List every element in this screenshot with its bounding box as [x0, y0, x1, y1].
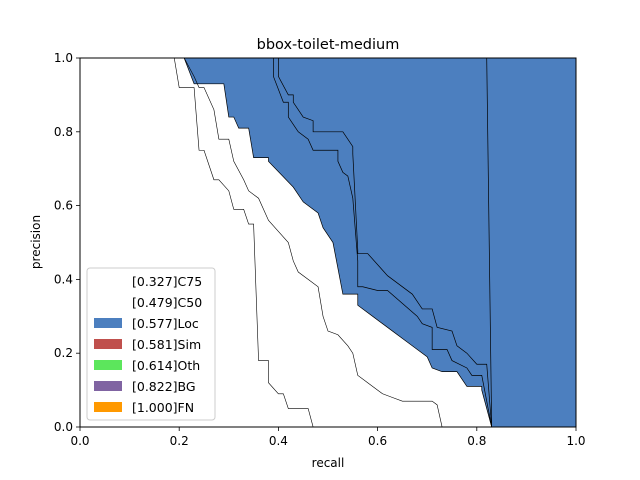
chart-title: bbox-toilet-medium — [257, 37, 400, 53]
legend-label: [0.614]Oth — [132, 358, 200, 373]
x-tick-label: 0.2 — [170, 434, 189, 448]
x-tick-label: 1.0 — [566, 434, 585, 448]
boundary-line--0-327-c75 — [173, 58, 314, 427]
legend-swatch — [94, 360, 122, 370]
y-tick-label: 0.0 — [54, 420, 73, 434]
legend-swatch — [94, 339, 122, 349]
c-lines — [173, 58, 493, 427]
x-tick-label: 0.4 — [269, 434, 288, 448]
boundary-line--0-822-bg — [248, 58, 493, 427]
legend-swatch — [94, 381, 122, 391]
y-axis: 0.0 0.2 0.4 0.6 0.8 1.0 — [54, 51, 80, 434]
x-axis-label: recall — [312, 456, 345, 470]
y-tick-label: 0.6 — [54, 199, 73, 213]
boundary-line--0-581-sim — [248, 58, 493, 427]
y-tick-label: 0.8 — [54, 125, 73, 139]
plot-frame — [79, 57, 577, 428]
legend-swatch — [94, 318, 122, 328]
area--0-577-loc — [184, 58, 576, 427]
legend-label: [0.822]BG — [132, 379, 196, 394]
legend-swatch — [94, 402, 122, 412]
area-layers — [184, 58, 576, 427]
boundary-line--0-479-c50 — [183, 58, 443, 427]
boundary-line--0-577-loc — [183, 58, 493, 427]
legend-label: [0.479]C50 — [132, 295, 202, 310]
x-tick-label: 0.0 — [70, 434, 89, 448]
x-tick-label: 0.8 — [467, 434, 486, 448]
x-axis: 0.0 0.2 0.4 0.6 0.8 1.0 — [70, 427, 586, 448]
x-tick-label: 0.6 — [368, 434, 387, 448]
y-tick-label: 1.0 — [54, 51, 73, 65]
legend-swatch — [94, 297, 122, 307]
legend-label: [0.577]Loc — [132, 316, 199, 331]
y-axis-label: precision — [29, 215, 43, 269]
legend: [0.327]C75 [0.479]C50 [0.577]Loc [0.581]Sim… — [86, 267, 216, 421]
y-tick-label: 0.2 — [54, 346, 73, 360]
legend-label: [1.000]FN — [132, 400, 194, 415]
boundary-line--0-614-oth — [248, 58, 493, 427]
legend-label: [0.581]Sim — [132, 337, 201, 352]
y-tick-label: 0.4 — [54, 272, 73, 286]
legend-swatch — [94, 276, 122, 286]
legend-label: [0.327]C75 — [132, 274, 202, 289]
